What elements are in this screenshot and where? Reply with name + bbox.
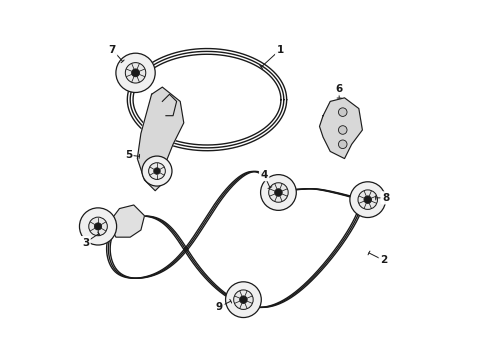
Polygon shape [319, 98, 362, 158]
Polygon shape [137, 87, 183, 191]
Text: 7: 7 [108, 45, 116, 55]
Circle shape [116, 53, 155, 93]
Circle shape [260, 175, 296, 210]
Circle shape [94, 223, 102, 230]
Text: 8: 8 [381, 193, 388, 203]
Polygon shape [108, 205, 144, 237]
Text: 5: 5 [124, 150, 132, 160]
Circle shape [338, 126, 346, 134]
Circle shape [338, 140, 346, 149]
Circle shape [349, 182, 385, 217]
Text: 9: 9 [216, 302, 223, 312]
Circle shape [274, 189, 282, 196]
Text: 4: 4 [260, 170, 267, 180]
Circle shape [338, 108, 346, 116]
Circle shape [88, 217, 107, 236]
Text: 6: 6 [335, 84, 342, 94]
Circle shape [225, 282, 261, 318]
Text: 3: 3 [82, 238, 89, 248]
Text: 2: 2 [379, 255, 386, 265]
Circle shape [363, 196, 371, 203]
Circle shape [239, 296, 246, 303]
Circle shape [125, 63, 145, 83]
Circle shape [268, 183, 287, 202]
Circle shape [233, 290, 253, 310]
Circle shape [142, 156, 172, 186]
Circle shape [153, 168, 160, 174]
Text: 1: 1 [276, 45, 283, 55]
Circle shape [357, 190, 377, 210]
Circle shape [131, 69, 139, 77]
Circle shape [80, 208, 116, 245]
Circle shape [148, 163, 165, 179]
